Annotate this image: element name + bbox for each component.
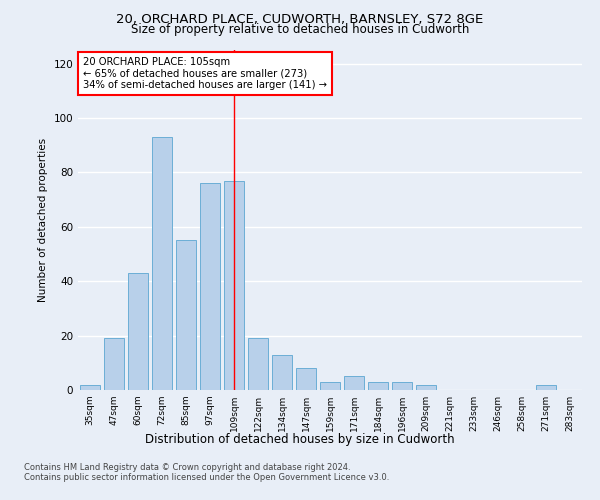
Bar xyxy=(152,137,172,390)
Bar xyxy=(368,382,388,390)
Bar xyxy=(272,354,292,390)
Y-axis label: Number of detached properties: Number of detached properties xyxy=(38,138,48,302)
Bar xyxy=(248,338,268,390)
Bar xyxy=(416,384,436,390)
Text: Contains HM Land Registry data © Crown copyright and database right 2024.: Contains HM Land Registry data © Crown c… xyxy=(24,462,350,471)
Text: Distribution of detached houses by size in Cudworth: Distribution of detached houses by size … xyxy=(145,432,455,446)
Bar xyxy=(392,382,412,390)
Bar xyxy=(296,368,316,390)
Text: 20 ORCHARD PLACE: 105sqm
← 65% of detached houses are smaller (273)
34% of semi-: 20 ORCHARD PLACE: 105sqm ← 65% of detach… xyxy=(83,57,327,90)
Bar xyxy=(104,338,124,390)
Bar xyxy=(224,180,244,390)
Text: Size of property relative to detached houses in Cudworth: Size of property relative to detached ho… xyxy=(131,22,469,36)
Bar xyxy=(176,240,196,390)
Text: Contains public sector information licensed under the Open Government Licence v3: Contains public sector information licen… xyxy=(24,472,389,482)
Bar xyxy=(344,376,364,390)
Bar xyxy=(128,273,148,390)
Bar xyxy=(320,382,340,390)
Bar xyxy=(80,384,100,390)
Text: 20, ORCHARD PLACE, CUDWORTH, BARNSLEY, S72 8GE: 20, ORCHARD PLACE, CUDWORTH, BARNSLEY, S… xyxy=(116,12,484,26)
Bar xyxy=(536,384,556,390)
Bar xyxy=(200,184,220,390)
